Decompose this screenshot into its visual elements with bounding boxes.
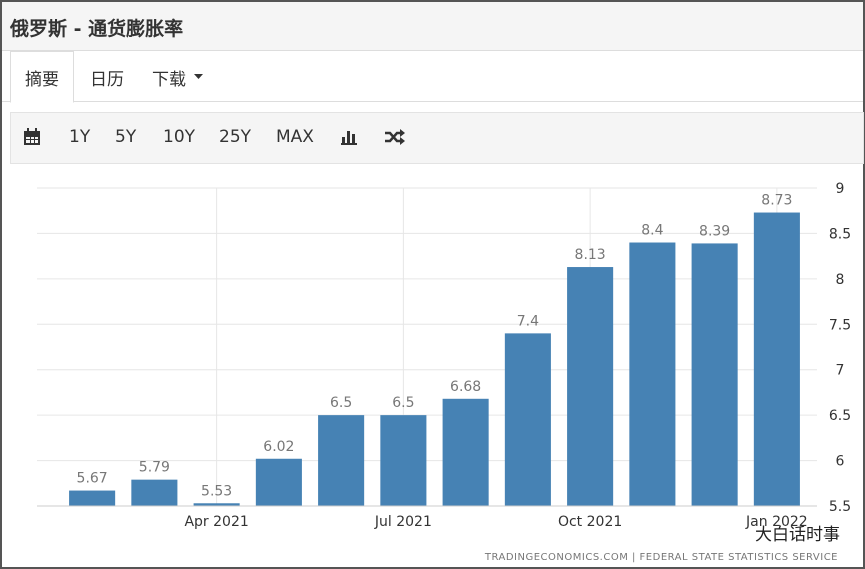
tab[interactable]: 日历: [90, 70, 124, 90]
data-label: 8.13: [575, 247, 606, 263]
data-label: 8.4: [641, 223, 663, 239]
bar-chart-icon[interactable]: [341, 129, 359, 145]
bar: [69, 490, 116, 506]
calendar-icon[interactable]: [23, 128, 41, 146]
y-tick-label: 7.5: [829, 317, 851, 333]
data-label: 7.4: [517, 313, 539, 329]
bar: [318, 415, 365, 506]
range-button[interactable]: MAX: [276, 127, 314, 147]
bar: [380, 415, 427, 506]
tab-bar: 摘要 日历 下载: [2, 51, 863, 103]
data-label: 8.39: [699, 223, 730, 239]
range-button[interactable]: 10Y: [163, 127, 196, 147]
data-label: 5.67: [77, 471, 108, 487]
page-title: 俄罗斯 - 通货膨胀率: [10, 18, 184, 40]
bar: [193, 503, 240, 506]
header: 俄罗斯 - 通货膨胀率: [2, 2, 863, 51]
y-tick-label: 6.5: [829, 408, 851, 424]
bar: [131, 479, 178, 506]
range-button[interactable]: 5Y: [115, 127, 137, 147]
y-tick-label: 8: [836, 272, 845, 288]
data-label: 5.79: [139, 460, 170, 476]
bar: [442, 398, 489, 506]
y-tick-label: 5.5: [829, 499, 851, 515]
bar: [255, 458, 302, 506]
data-label: 8.73: [761, 193, 792, 209]
caret: [194, 74, 203, 79]
y-tick-label: 6: [836, 454, 845, 470]
range-button[interactable]: 25Y: [219, 127, 252, 147]
y-tick-label: 9: [836, 181, 845, 197]
y-tick-label: 8.5: [829, 226, 851, 242]
watermark: 大白话时事: [755, 525, 840, 545]
data-label: 6.68: [450, 379, 481, 395]
data-label: 6.02: [263, 439, 294, 455]
tab[interactable]: 下载: [152, 70, 186, 90]
data-label: 6.5: [330, 395, 352, 411]
x-tick-label: Oct 2021: [558, 514, 622, 530]
data-label: 5.53: [201, 483, 232, 499]
bar: [504, 333, 551, 506]
source: TRADINGECONOMICS.COM | FEDERAL STATE STA…: [484, 552, 838, 563]
range-button[interactable]: 1Y: [69, 127, 91, 147]
x-tick-label: Apr 2021: [184, 514, 248, 530]
chart: 5.5 6 6.5 7 7.5 8 8.5 9 5.67 5.79 Apr 2021 5.53 6.02…: [37, 181, 851, 563]
bar: [753, 212, 800, 506]
bar: [629, 242, 676, 506]
x-tick-label: Jan 2022: [745, 514, 808, 530]
y-tick-label: 7: [836, 363, 845, 379]
x-tick-label: Jul 2021: [374, 514, 432, 530]
tab[interactable]: 摘要: [25, 70, 59, 90]
data-label: 6.5: [392, 395, 414, 411]
toolbar: 1Y 5Y 10Y 25Y MAX: [10, 112, 864, 164]
active-tab: [10, 51, 74, 103]
bar: [567, 267, 614, 506]
shuffle-icon[interactable]: [384, 129, 406, 145]
bar: [691, 243, 738, 506]
